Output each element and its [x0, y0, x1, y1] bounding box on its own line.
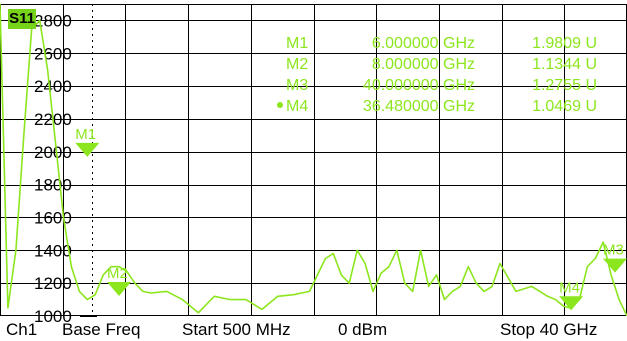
y-tick-label: 2400: [34, 77, 72, 96]
marker-m4-icon: [559, 296, 584, 311]
marker-table-label: M1: [286, 35, 308, 52]
marker-table-value: 1.2755 U: [532, 77, 597, 94]
marker-table: M1 6.000000 GHz 1.9809 U M2 8.000000 GHz 1.13…: [277, 35, 597, 115]
trace-layer: [0, 3, 627, 317]
marker-m2-icon: [107, 281, 132, 296]
y-tick-label: 2600: [34, 44, 72, 63]
y-tick-label: 2000: [34, 143, 72, 162]
marker-table-label: M2: [286, 56, 308, 73]
y-tick-label: 1800: [34, 176, 72, 195]
marker-m3-label: M3: [603, 242, 624, 259]
marker-m1-icon: [75, 142, 100, 157]
start-freq-label: Start 500 MHz: [182, 320, 291, 339]
marker-table-freq: 6.000000 GHz: [372, 35, 475, 52]
y-tick-label: 2800: [34, 11, 72, 30]
channel-label: Ch1: [6, 320, 38, 339]
y-tick-label: 1200: [34, 274, 72, 293]
marker-layer: M1 M2 M3 M4: [75, 126, 627, 311]
marker-table-freq: 40.000000 GHz: [363, 77, 475, 94]
active-marker-dot-icon: [277, 102, 283, 108]
stop-freq-label: Stop 40 GHz: [500, 320, 598, 339]
y-tick-label: 1400: [34, 241, 72, 260]
marker-table-value: 1.0469 U: [532, 98, 597, 115]
marker-table-freq: 36.480000 GHz: [363, 98, 475, 115]
marker-m2-label: M2: [107, 265, 128, 282]
marker-table-label: M4: [286, 98, 308, 115]
marker-m4-label: M4: [559, 279, 580, 296]
trace-label-s11[interactable]: S11: [8, 9, 36, 29]
marker-m1-label: M1: [75, 126, 96, 143]
marker-m3-icon: [603, 258, 627, 273]
marker-table-value: 1.9809 U: [532, 35, 597, 52]
y-tick-label: 1000: [34, 307, 72, 326]
sweep-type-label: Base Freq: [62, 320, 141, 339]
marker-table-label: M3: [286, 77, 308, 94]
trace-line-s11: [0, 3, 627, 317]
status-bar: Ch1 Base Freq Start 500 MHz 0 dBm Stop 4…: [0, 316, 627, 341]
marker-table-value: 1.1344 U: [532, 56, 597, 73]
marker-table-freq: 8.000000 GHz: [372, 56, 475, 73]
power-label: 0 dBm: [338, 320, 388, 339]
plot-grid: [0, 4, 627, 316]
y-tick-label: 1600: [34, 208, 72, 227]
